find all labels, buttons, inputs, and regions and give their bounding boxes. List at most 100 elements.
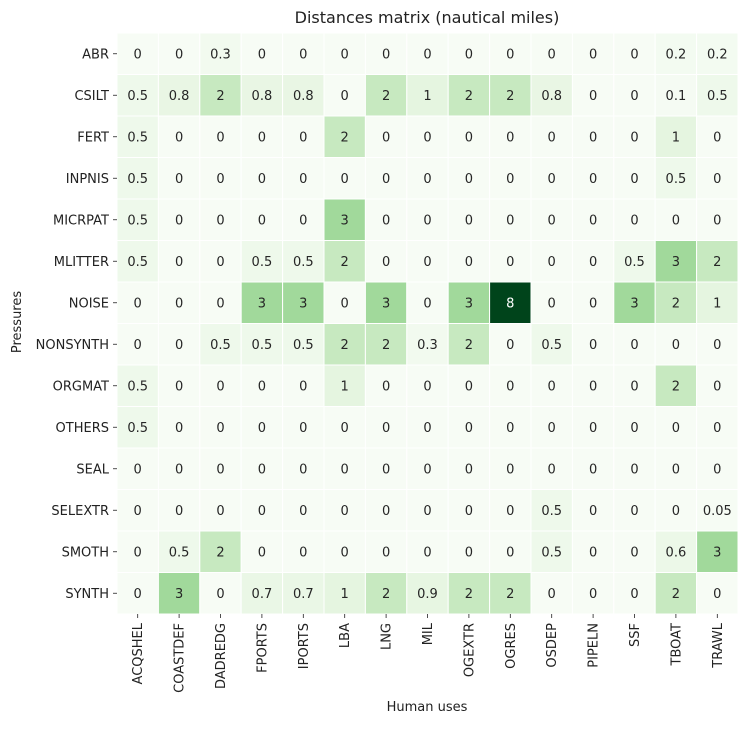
cell-value-label: 2 [382, 89, 390, 104]
heatmap-cell [116, 489, 159, 532]
cell-value-label: 1 [713, 296, 721, 311]
heatmap-cell [323, 115, 366, 158]
heatmap-cell [613, 198, 656, 241]
heatmap-cell [447, 240, 491, 283]
heatmap-cell [157, 323, 201, 366]
heatmap-cell [406, 364, 449, 407]
cell-value-label: 0 [465, 130, 473, 145]
cell-value-label: 0 [589, 587, 597, 602]
cell-value-label: 0.5 [127, 421, 148, 436]
cell-value-label: 3 [672, 255, 680, 270]
heatmap-cell [199, 323, 242, 366]
cell-value-label: 0 [423, 462, 431, 477]
cell-value-label: 0.5 [252, 255, 273, 270]
cell-value-label: 1 [423, 89, 431, 104]
heatmap-cell [157, 530, 201, 573]
heatmap-cell [696, 572, 739, 615]
cell-value-label: 0 [423, 379, 431, 394]
heatmap-cell [157, 364, 201, 407]
cell-value-label: 0 [175, 172, 183, 187]
cell-value-label: 0 [713, 587, 721, 602]
heatmap-cell [696, 115, 739, 158]
cell-value-label: 2 [341, 255, 349, 270]
y-tick-label: SMOTH [62, 545, 109, 560]
cell-value-label: 2 [506, 587, 514, 602]
cell-value-label: 2 [713, 255, 721, 270]
cell-value-label: 0 [465, 421, 473, 436]
heatmap-cell [654, 240, 698, 283]
cell-value-label: 0.5 [252, 338, 273, 353]
heatmap-cell [530, 489, 573, 532]
cell-value-label: 0.8 [293, 89, 314, 104]
heatmap-cell [323, 447, 366, 490]
heatmap-cell [654, 489, 698, 532]
heatmap-cell [447, 281, 491, 324]
cell-value-label: 0 [506, 379, 514, 394]
cell-value-label: 0 [630, 421, 638, 436]
heatmap-cells [116, 32, 739, 615]
heatmap-cell [530, 323, 573, 366]
x-tick-label: LBA [338, 623, 353, 648]
heatmap-cell [571, 32, 615, 75]
cell-value-label: 0 [630, 462, 638, 477]
y-tick-label: ABR [82, 47, 109, 62]
heatmap-cell [240, 364, 284, 407]
heatmap-cell [199, 489, 242, 532]
heatmap-cell [613, 489, 656, 532]
cell-value-label: 0 [423, 421, 431, 436]
cell-value-label: 0 [506, 47, 514, 62]
heatmap-cell [364, 406, 408, 449]
heatmap-cell [116, 572, 159, 615]
heatmap-cell [199, 406, 242, 449]
y-tick-label: OTHERS [56, 421, 109, 436]
x-tick-label: TRAWL [711, 622, 726, 668]
heatmap-cell [654, 530, 698, 573]
cell-value-label: 0 [589, 213, 597, 228]
heatmap-cell [323, 281, 366, 324]
heatmap-cell [696, 198, 739, 241]
heatmap-cell [157, 32, 201, 75]
cell-value-label: 0 [134, 462, 142, 477]
heatmap-cell [613, 572, 656, 615]
heatmap-cell [364, 364, 408, 407]
x-tick-label: COASTDEF [173, 623, 188, 693]
cell-value-label: 0 [258, 504, 266, 519]
cell-value-label: 0 [175, 296, 183, 311]
cell-value-label: 0 [589, 172, 597, 187]
cell-value-label: 0 [341, 462, 349, 477]
heatmap-cell [696, 240, 739, 283]
cell-value-label: 0 [713, 379, 721, 394]
cell-value-label: 0 [216, 462, 224, 477]
cell-value-label: 0 [589, 379, 597, 394]
y-tick-label: CSILT [74, 89, 109, 104]
cell-value-label: 2 [216, 545, 224, 560]
heatmap-cell [240, 198, 284, 241]
heatmap-cell [364, 323, 408, 366]
cell-value-label: 0 [382, 172, 390, 187]
cell-value-label: 0.1 [666, 89, 687, 104]
cell-value-label: 0 [134, 504, 142, 519]
cell-value-label: 0 [423, 255, 431, 270]
heatmap-cell [613, 530, 656, 573]
heatmap-cell [447, 530, 491, 573]
cell-value-label: 0 [630, 89, 638, 104]
heatmap-cell [654, 32, 698, 75]
cell-value-label: 0 [589, 89, 597, 104]
heatmap-cell [364, 572, 408, 615]
cell-value-label: 3 [630, 296, 638, 311]
cell-value-label: 0.6 [666, 545, 687, 560]
cell-value-label: 0 [423, 130, 431, 145]
cell-value-label: 0 [258, 462, 266, 477]
heatmap-cell [240, 572, 284, 615]
cell-value-label: 0 [506, 255, 514, 270]
cell-value-label: 0 [548, 587, 556, 602]
heatmap-cell [654, 198, 698, 241]
cell-value-label: 0 [382, 213, 390, 228]
heatmap-cell [613, 281, 656, 324]
cell-value-label: 0 [548, 379, 556, 394]
cell-value-label: 0 [672, 213, 680, 228]
cell-value-label: 0 [423, 296, 431, 311]
y-tick-label: INPNIS [66, 172, 109, 187]
cell-value-label: 2 [341, 130, 349, 145]
heatmap-cell [116, 198, 159, 241]
